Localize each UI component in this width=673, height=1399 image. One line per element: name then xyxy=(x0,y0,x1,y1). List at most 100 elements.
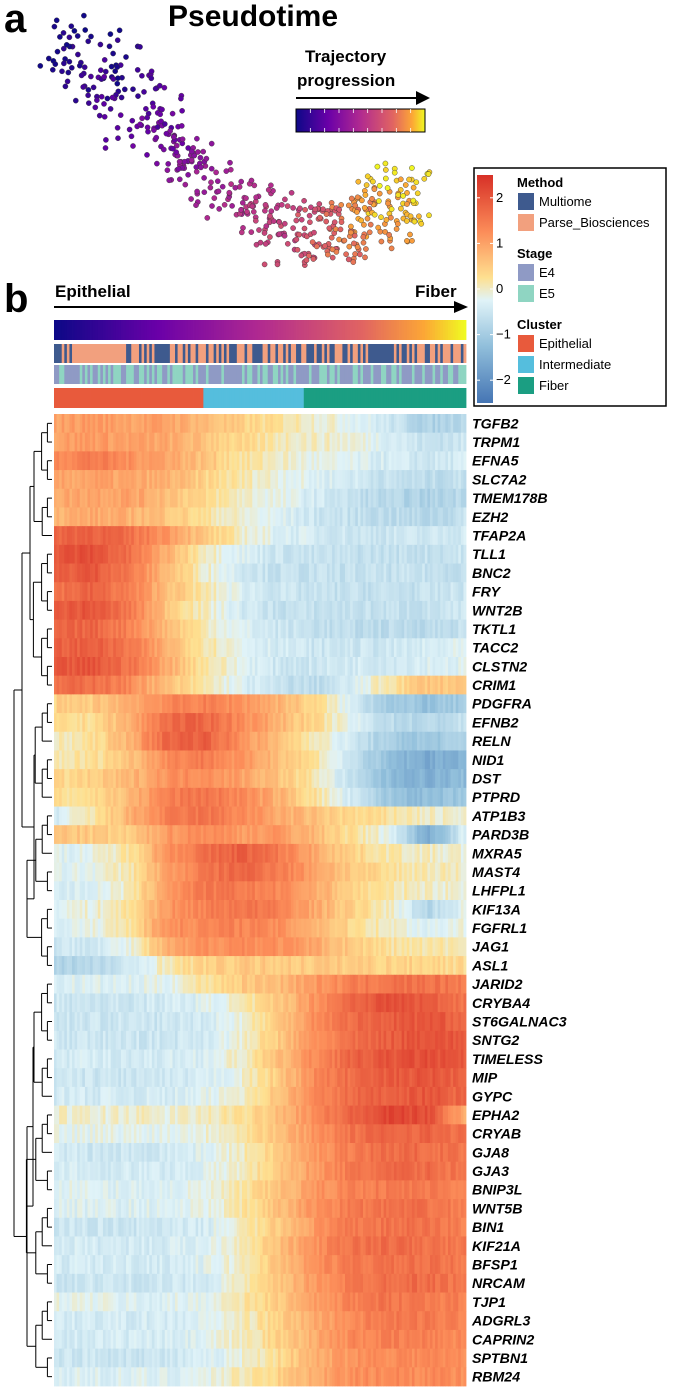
heatmap-cell xyxy=(162,526,166,546)
heatmap-cell xyxy=(84,526,88,546)
heatmap-cell xyxy=(56,694,60,714)
heatmap-cell xyxy=(280,825,284,845)
scatter-point xyxy=(101,57,108,63)
heatmap-cell xyxy=(391,414,395,434)
heatmap-cell xyxy=(293,432,297,452)
heatmap-cell xyxy=(396,544,400,564)
heatmap-cell xyxy=(278,787,281,807)
heatmap-cell xyxy=(311,507,315,527)
heatmap-cell xyxy=(56,544,60,564)
heatmap-cell xyxy=(108,432,112,452)
heatmap-cell xyxy=(363,825,366,845)
heatmap-cell xyxy=(254,825,258,845)
heatmap-cell xyxy=(213,507,217,527)
heatmap-cell xyxy=(308,507,312,527)
heatmap-cell xyxy=(69,414,73,434)
heatmap-cell xyxy=(234,563,238,583)
heatmap-cell xyxy=(164,806,168,826)
heatmap-cell xyxy=(252,787,256,807)
heatmap-cell xyxy=(453,619,457,639)
heatmap-cell xyxy=(411,600,415,621)
heatmap-cell xyxy=(293,582,297,602)
heatmap-cell xyxy=(144,694,148,714)
heatmap-cell xyxy=(100,488,104,508)
heatmap-cell xyxy=(437,470,441,490)
heatmap-cell xyxy=(79,806,83,826)
heatmap-cell xyxy=(419,507,423,527)
heatmap-cell xyxy=(167,507,171,527)
heatmap-cell xyxy=(332,544,336,564)
heatmap-cell xyxy=(453,582,457,602)
heatmap-cell xyxy=(244,806,248,826)
pseudotime-annotation-cell xyxy=(226,320,230,340)
heatmap-cell xyxy=(252,769,256,789)
heatmap-cell xyxy=(406,619,410,639)
heatmap-cell xyxy=(339,526,343,546)
heatmap-cell xyxy=(417,544,421,564)
heatmap-cell xyxy=(301,432,305,452)
heatmap-cell xyxy=(388,638,392,658)
heatmap-cell xyxy=(221,582,225,602)
heatmap-cell xyxy=(424,544,428,564)
heatmap-cell xyxy=(185,544,189,564)
heatmap-cell xyxy=(157,451,160,471)
scatter-point xyxy=(357,251,363,258)
heatmap-cell xyxy=(352,582,356,602)
heatmap-cell xyxy=(280,769,284,789)
heatmap-cell xyxy=(337,638,341,658)
heatmap-cell xyxy=(216,414,220,434)
method-annotation-cell xyxy=(298,344,302,363)
heatmap-cell xyxy=(288,470,292,490)
pseudotime-annotation-cell xyxy=(445,320,449,340)
heatmap-cell xyxy=(440,638,444,658)
heatmap-cell xyxy=(175,843,179,864)
heatmap-cell xyxy=(231,414,235,434)
stage-annotation-cell xyxy=(445,365,449,384)
heatmap-cell xyxy=(54,507,57,527)
heatmap-cell xyxy=(285,638,289,658)
heatmap-cell xyxy=(306,582,310,602)
heatmap-cell xyxy=(334,657,338,677)
heatmap-cell xyxy=(455,600,459,621)
stage-annotation-cell xyxy=(406,365,410,384)
heatmap-cell xyxy=(128,619,132,639)
heatmap-cell xyxy=(172,713,176,733)
heatmap-cell xyxy=(373,638,377,658)
heatmap-cell xyxy=(303,507,307,527)
heatmap-cell xyxy=(102,731,106,751)
pseudotime-annotation-cell xyxy=(337,320,341,340)
heatmap-cell xyxy=(326,470,330,490)
cluster-annotation-cell xyxy=(136,388,140,408)
heatmap-cell xyxy=(149,806,153,826)
heatmap-cell xyxy=(460,451,464,471)
heatmap-cell xyxy=(138,657,142,677)
heatmap-cell xyxy=(223,544,227,564)
heatmap-cell xyxy=(316,619,320,639)
heatmap-cell xyxy=(164,507,168,527)
heatmap-cell xyxy=(187,451,191,471)
scatter-point xyxy=(201,175,207,181)
heatmap-cell xyxy=(275,731,279,751)
heatmap-cell xyxy=(381,526,385,546)
heatmap-cell xyxy=(409,825,413,845)
cluster-annotation-cell xyxy=(344,388,348,408)
heatmap-cell xyxy=(257,713,261,733)
method-annotation-cell xyxy=(175,344,178,363)
heatmap-cell xyxy=(404,619,408,639)
heatmap-cell xyxy=(216,600,220,621)
scatter-point xyxy=(107,106,114,112)
heatmap-cell xyxy=(288,582,292,602)
heatmap-cell xyxy=(306,675,310,695)
heatmap-cell xyxy=(113,675,117,695)
heatmap-cell xyxy=(131,432,135,452)
heatmap-cell xyxy=(120,713,124,733)
heatmap-cell xyxy=(138,526,142,546)
heatmap-cell xyxy=(265,488,269,508)
heatmap-cell xyxy=(236,451,240,471)
heatmap-cell xyxy=(241,507,245,527)
heatmap-cell xyxy=(352,787,356,807)
heatmap-cell xyxy=(167,544,171,564)
heatmap-cell xyxy=(440,470,444,490)
heatmap-cell xyxy=(383,694,387,714)
